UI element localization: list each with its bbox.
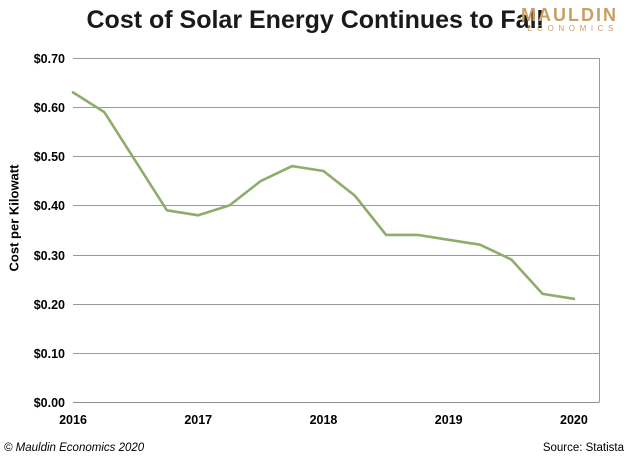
y-tick-label: $0.20 bbox=[34, 298, 65, 312]
y-tick-label: $0.30 bbox=[34, 249, 65, 263]
mauldin-economics-logo: MAULDIN ECONOMICS bbox=[521, 6, 618, 33]
logo-main-text: MAULDIN bbox=[521, 5, 618, 25]
logo-sub-text: ECONOMICS bbox=[527, 24, 618, 33]
y-tick-label: $0.60 bbox=[34, 101, 65, 115]
source-text: Source: Statista bbox=[542, 442, 624, 454]
y-tick-label: $0.10 bbox=[34, 347, 65, 361]
y-tick-labels: $0.00 $0.10 $0.20 $0.30 $0.40 $0.50 $0.60 $0.70 bbox=[34, 52, 65, 410]
y-tick-label: $0.50 bbox=[34, 150, 65, 164]
x-tick-label: 2017 bbox=[184, 413, 212, 427]
x-tick-label: 2019 bbox=[435, 413, 463, 427]
x-tick-label: 2016 bbox=[59, 413, 87, 427]
x-tick-label: 2020 bbox=[560, 413, 588, 427]
y-tick-label: $0.70 bbox=[34, 52, 65, 66]
series-line bbox=[71, 91, 576, 301]
chart-title: Cost of Solar Energy Continues to Fall bbox=[86, 6, 544, 34]
y-tick-label: $0.00 bbox=[34, 396, 65, 410]
x-tick-labels: 2016 2017 2018 2019 2020 bbox=[59, 413, 588, 427]
y-tick-label: $0.40 bbox=[34, 199, 65, 213]
copyright-text: © Mauldin Economics 2020 bbox=[4, 442, 145, 454]
series-lines bbox=[71, 91, 576, 301]
x-tick-label: 2018 bbox=[310, 413, 338, 427]
grid-lines bbox=[73, 58, 600, 403]
